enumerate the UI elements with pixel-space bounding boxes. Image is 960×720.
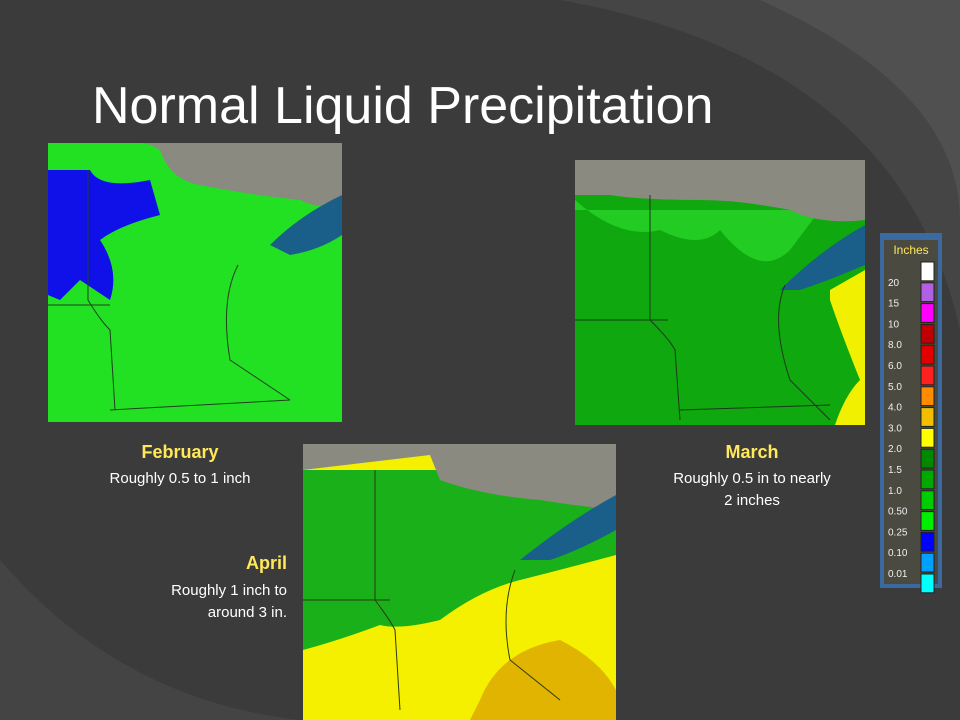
- legend-label: 0.01: [888, 569, 908, 580]
- legend-swatch: [920, 407, 935, 427]
- legend-label: 2.0: [888, 444, 902, 455]
- map-terrain: [48, 143, 342, 207]
- legend-swatch: [920, 511, 935, 531]
- legend-swatch: [920, 365, 935, 386]
- caption-text: Roughly 0.5 in to nearly: [673, 470, 831, 487]
- map-february: [48, 143, 342, 422]
- slide-title: Normal Liquid Precipitation: [92, 77, 713, 135]
- legend-swatch: [920, 323, 935, 344]
- caption-month: February: [141, 442, 218, 462]
- legend-label: 1.5: [888, 465, 902, 476]
- legend-title: Inches: [893, 243, 928, 257]
- map-border: [48, 170, 291, 411]
- legend-label: 0.25: [888, 527, 908, 538]
- map-lake: [270, 195, 342, 255]
- map-terrain: [303, 444, 616, 510]
- legend-label: 3.0: [888, 423, 902, 434]
- map-patch: [303, 470, 616, 650]
- caption-text: Roughly 0.5 to 1 inch: [110, 470, 251, 487]
- map-terrain: [575, 160, 865, 222]
- legend-label: 6.0: [888, 361, 902, 372]
- background-arc: [560, 0, 960, 330]
- map-border: [575, 195, 831, 421]
- legend-swatch: [920, 531, 935, 552]
- legend-label: 8.0: [888, 340, 902, 351]
- caption-month: April: [246, 553, 287, 573]
- legend-swatch: [920, 282, 935, 303]
- legend-swatch: [920, 427, 935, 448]
- caption-month: March: [725, 442, 778, 462]
- legend-swatch: [920, 490, 935, 511]
- legend-swatch: [920, 344, 935, 365]
- legend-label: 10: [888, 319, 900, 330]
- legend-label: 20: [888, 278, 900, 289]
- legend-label: 4.0: [888, 403, 902, 414]
- background-arc: [0, 560, 300, 720]
- map-patch: [48, 170, 160, 300]
- legend-label: 1.0: [888, 486, 902, 497]
- legend-swatch: [920, 303, 935, 323]
- map-patch: [830, 270, 865, 425]
- map-patch: [470, 640, 616, 720]
- map-april: [303, 444, 616, 720]
- map-patch: [575, 200, 820, 262]
- legend-swatch: [920, 386, 935, 407]
- legend-label: 0.10: [888, 548, 908, 559]
- map-lake: [520, 495, 616, 560]
- map-lake: [780, 225, 865, 290]
- legend-label: 0.50: [888, 507, 908, 518]
- map-border: [303, 470, 561, 711]
- legend-swatch: [920, 261, 935, 282]
- legend-label: 5.0: [888, 382, 902, 393]
- legend-swatch: [920, 469, 935, 490]
- background-arc: [760, 0, 960, 220]
- caption-text: 2 inches: [724, 492, 780, 509]
- legend-label: 15: [888, 299, 900, 310]
- legend-swatch: [920, 448, 935, 469]
- caption-text: around 3 in.: [208, 604, 287, 621]
- legend: Inches 20 15 10 8.0 6.0 5.0 4.0 3.0 2.0 1.5 1.0 0.5…: [880, 233, 942, 594]
- legend-swatch: [920, 552, 935, 573]
- map-march: [575, 160, 865, 425]
- legend-swatch: [920, 573, 935, 594]
- caption-text: Roughly 1 inch to: [171, 582, 287, 599]
